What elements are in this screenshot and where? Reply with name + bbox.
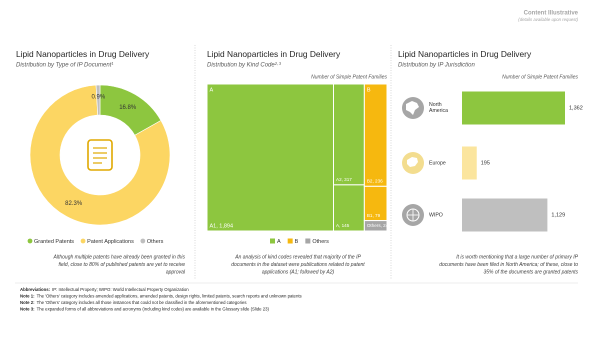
legend-label: Others xyxy=(312,239,329,245)
legend-label: Granted Patents xyxy=(34,239,74,245)
note-label: Abbreviations: xyxy=(20,287,51,292)
treemap-cell xyxy=(333,83,365,186)
document-icon xyxy=(87,139,113,171)
caption: approval xyxy=(166,269,186,275)
group-label: B xyxy=(367,87,371,93)
note-text: The 'Others' category includes amended a… xyxy=(37,294,302,299)
cell-label: Others, 24 xyxy=(367,223,389,228)
category-label: North America xyxy=(429,102,448,114)
note: Note 1: The 'Others' category includes am… xyxy=(20,294,302,299)
chart-title: Lipid Nanoparticles in Drug Delivery xyxy=(207,49,341,59)
caption: field, close to 80% of published patents… xyxy=(59,262,186,268)
notes: Abbreviations: IP: Intellectual Property;… xyxy=(20,287,302,312)
caption: Although multiple patents have already b… xyxy=(53,254,186,260)
cell-label: B2, 236 xyxy=(367,179,383,184)
bar xyxy=(462,91,565,125)
chart-subtitle: Distribution by IP Jurisdiction xyxy=(398,63,475,69)
axis-label: Number of Simple Patent Families xyxy=(502,74,578,80)
caption: 35% of the documents are granted patents xyxy=(483,269,578,275)
data-label: 82.3% xyxy=(65,201,83,207)
treemap-cell xyxy=(363,220,388,232)
axis-label: Number of Simple Patent Families xyxy=(311,74,387,80)
legend-marker xyxy=(305,238,311,244)
note-label: Note 2: xyxy=(20,300,35,305)
note-text: The 'Others' category includes all those… xyxy=(37,300,247,305)
legend-marker xyxy=(270,238,275,244)
caption: applications (A1; followed by A2) xyxy=(262,269,335,275)
cell-label: A2, 317 xyxy=(336,177,352,182)
badge: Content Illustrative xyxy=(524,11,579,17)
chart-subtitle: Distribution by Kind Code²·³ xyxy=(207,63,282,69)
bar xyxy=(462,198,548,232)
cell-label: B1, 79 xyxy=(367,213,381,218)
legend-label: Others xyxy=(147,239,164,245)
legend-marker xyxy=(287,238,293,244)
legend-marker xyxy=(80,238,86,244)
pie-slice xyxy=(95,84,101,116)
data-label: 1,362 xyxy=(569,105,583,111)
treemap-cell xyxy=(363,83,388,187)
legend-label: B xyxy=(295,239,299,245)
cell-label: A1, 1,894 xyxy=(210,223,234,229)
note: Note 3: The expanded forms of all abbrevi… xyxy=(20,307,270,312)
note-label: Note 3: xyxy=(20,307,35,312)
category-label: WIPO xyxy=(429,212,443,218)
caption: documents have been filed in North Ameri… xyxy=(439,262,578,268)
data-label: 16.8% xyxy=(119,105,137,111)
category-label: Europe xyxy=(429,160,446,166)
note: Abbreviations: IP: Intellectual Property;… xyxy=(20,287,189,292)
chart-title: Lipid Nanoparticles in Drug Delivery xyxy=(398,49,532,59)
chart-title: Lipid Nanoparticles in Drug Delivery xyxy=(16,49,150,59)
note-text: IP: Intellectual Property; WIPO: World I… xyxy=(52,287,189,292)
cell-label: A, 145 xyxy=(336,223,350,228)
caption: documents in the dataset were publicatio… xyxy=(231,262,365,268)
data-label: 0.9% xyxy=(92,95,106,101)
treemap-cell xyxy=(206,83,335,232)
region-icon xyxy=(402,97,424,226)
chart-subtitle: Distribution by Type of IP Document¹ xyxy=(16,63,113,69)
data-label: 1,129 xyxy=(551,212,565,218)
group-label: A xyxy=(210,87,214,93)
bar xyxy=(462,146,477,180)
data-label: 195 xyxy=(481,160,490,166)
caption: An analysis of kind codes revealed that … xyxy=(234,254,361,260)
legend-marker xyxy=(140,238,146,244)
caption: It is worth mentioning that a large numb… xyxy=(456,254,578,260)
badge-note: (details available upon request) xyxy=(518,17,578,22)
note-text: The expanded forms of all abbreviations … xyxy=(37,307,270,312)
legend-marker xyxy=(27,238,33,244)
pie-slice xyxy=(29,84,171,226)
legend-label: A xyxy=(277,239,281,245)
note-label: Note 1: xyxy=(20,294,35,299)
treemap-cell xyxy=(333,184,365,232)
note: Note 2: The 'Others' category includes al… xyxy=(20,300,247,305)
legend-label: Patent Applications xyxy=(87,239,134,245)
